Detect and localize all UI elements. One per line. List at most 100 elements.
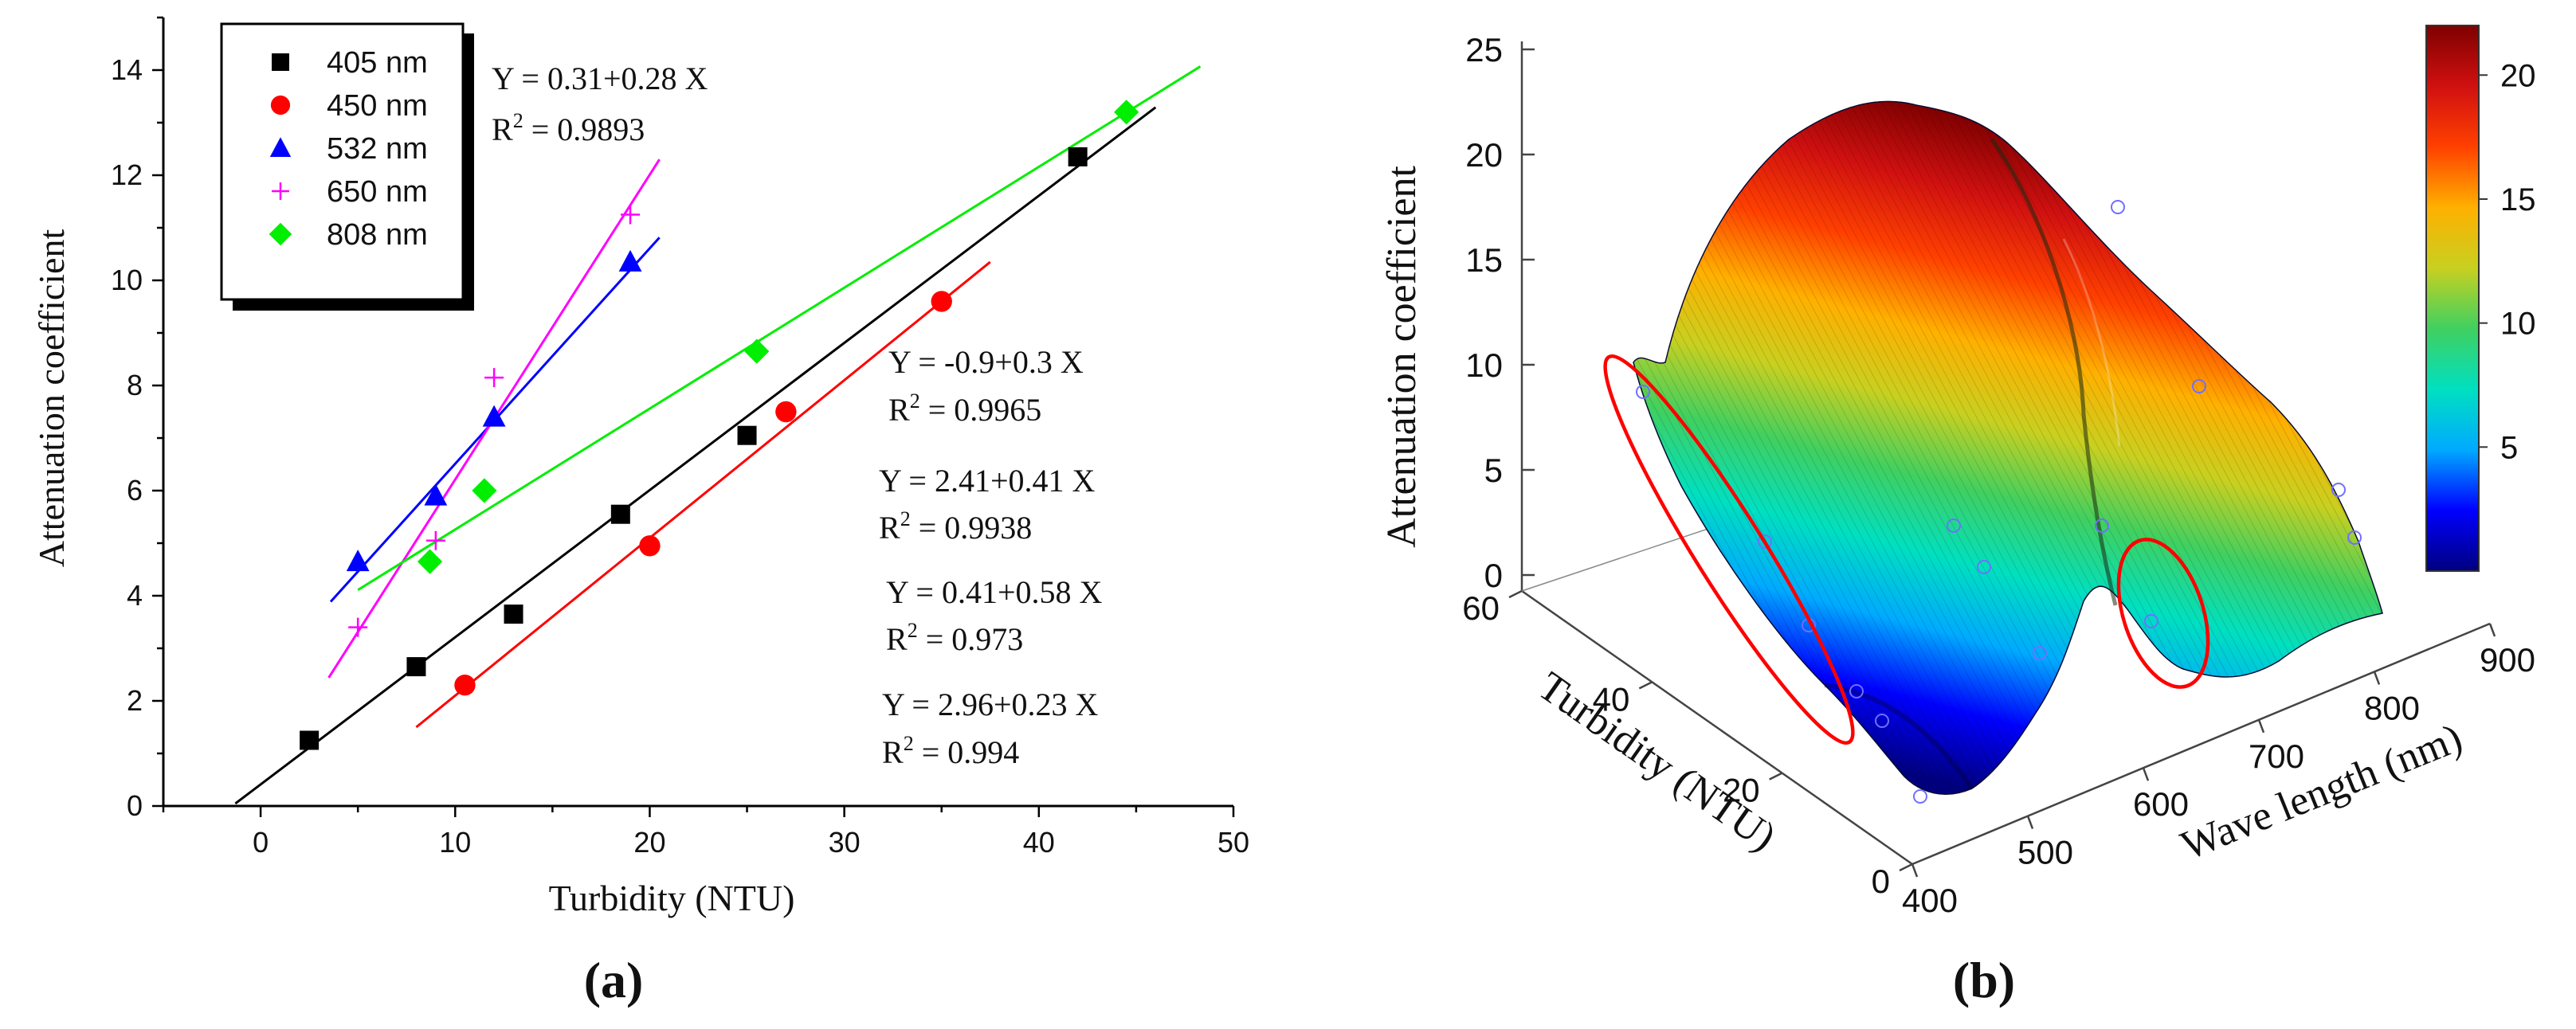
legend-label: 450 nm [327,89,428,123]
surface-marker [1913,789,1927,804]
data-point-450nm [931,291,952,312]
data-point-650nm [348,617,368,637]
turbidity-tick-label: 40 [1593,680,1630,718]
colorbar-tick-label: 10 [2500,307,2536,342]
data-point-405nm [504,604,523,624]
data-point-450nm [775,401,797,423]
fit-equation-5: Y = 2.96+0.23 X [882,687,1099,722]
colorbar-tick-label: 15 [2500,182,2536,217]
data-point-650nm [621,205,641,225]
wavelength-tick-label: 600 [2133,785,2189,823]
panel-a-xlabel: Turbidity (NTU) [549,878,795,918]
surface-marker [1977,560,1991,574]
turbidity-tick-label: 60 [1462,589,1500,627]
data-point-532nm [346,550,370,572]
data-point-532nm [618,249,642,272]
wavelength-tick [2373,671,2381,685]
y-tick-label: 8 [127,369,143,401]
data-point-405nm [300,730,320,750]
legend-marker-808nm [269,222,292,246]
fit-equation-4: Y = 0.41+0.58 X [886,574,1103,610]
fit-r2-3: R2 = 0.9938 [879,507,1032,546]
legend-label: 532 nm [327,132,428,166]
fit-r2-5: R2 = 0.994 [882,732,1019,770]
z-tick-label: 15 [1465,241,1503,279]
legend-marker-650nm [272,182,289,200]
y-tick-label: 14 [111,53,143,86]
data-point-405nm [406,657,426,677]
wavelength-tick-label: 500 [2017,834,2073,871]
y-tick-label: 0 [127,789,143,822]
data-point-650nm [484,368,504,388]
turbidity-tick-label: 0 [1872,863,1890,900]
wavelength-tick [2142,767,2150,781]
wavelength-tick [2026,816,2034,830]
legend-marker-405nm [272,53,289,71]
surface-ridge [1990,138,2118,606]
surface-marker [2347,530,2362,545]
fit-r2-1: R2 = 0.9893 [492,109,645,147]
panel-a-legend: 405 nm 450 nm 532 nm 650 nm 808 nm [220,22,474,311]
data-point-405nm [610,504,630,524]
z-tick-label: 20 [1465,136,1503,174]
fit-line-405nm [234,106,1157,805]
surface-highlight [2062,238,2121,447]
panel-a-points [300,100,1139,750]
x-tick-label: 30 [829,826,861,859]
legend-label: 650 nm [327,175,428,209]
surface-marker [2095,518,2109,533]
panel-b-zlabel: Attenuation coefficient [1379,166,1425,548]
turbidity-tick [1508,589,1523,599]
data-point-532nm [424,483,448,506]
panel-b-label: (b) [1953,952,2015,1008]
colorbar-tick-label: 5 [2500,430,2518,465]
x-tick-label: 50 [1217,826,1249,859]
z-tick-label: 5 [1484,452,1503,489]
wavelength-tick-label: 800 [2364,689,2420,726]
data-point-532nm [482,405,506,427]
surface-marker [2111,200,2125,214]
legend-label: 405 nm [327,46,428,80]
fit-r2-2: R2 = 0.9965 [888,389,1041,428]
surface-mesh [1633,101,2382,795]
panel-a-annotations: Y = 0.31+0.28 X R2 = 0.9893 Y = -0.9+0.3… [492,61,1103,770]
turbidity-tick-label: 20 [1723,772,1760,809]
y-tick-label: 6 [127,474,143,507]
z-tick-label: 0 [1484,557,1503,594]
fit-equation-1: Y = 0.31+0.28 X [492,61,708,96]
wavelength-tick-label: 900 [2480,641,2535,679]
panel-a-ylabel: Attenuation coefficient [31,229,72,568]
wavelength-tick-label: 700 [2249,738,2304,775]
legend-marker-450nm [270,95,291,115]
data-point-650nm [425,530,445,550]
legend-marker-532nm [269,137,292,157]
panel-a-axes: 0 2 4 6 8 10 12 14 0 10 20 30 40 50 [111,16,1249,859]
y-tick-label: 12 [111,158,143,191]
fit-equation-2: Y = -0.9+0.3 X [888,344,1084,380]
fit-equation-3: Y = 2.41+0.41 X [879,463,1096,499]
surface-marker [2192,379,2206,393]
wavelength-tick [2257,719,2265,734]
y-tick-label: 10 [111,264,143,296]
data-point-405nm [1068,147,1088,166]
surface-marker [1947,518,1961,533]
fit-r2-4: R2 = 0.973 [886,619,1023,657]
data-point-808nm [472,478,497,503]
attenuation-surface [1633,100,2383,804]
surface-marker [1849,684,1864,698]
data-point-450nm [454,675,476,696]
turbidity-tick [1769,772,1783,781]
surface-data-points [1636,200,2362,804]
z-tick-label: 25 [1465,31,1503,68]
surface-marker [2331,483,2346,497]
fit-line-808nm [357,65,1202,592]
data-point-808nm [744,338,770,364]
panel-b-wavelength-label: Wave length (nm) [2175,715,2468,869]
x-tick-label: 0 [253,826,269,859]
y-tick-label: 4 [127,579,143,612]
wavelength-tick-label: 400 [1902,882,1958,919]
highlight-ellipse-left [1603,354,1855,745]
